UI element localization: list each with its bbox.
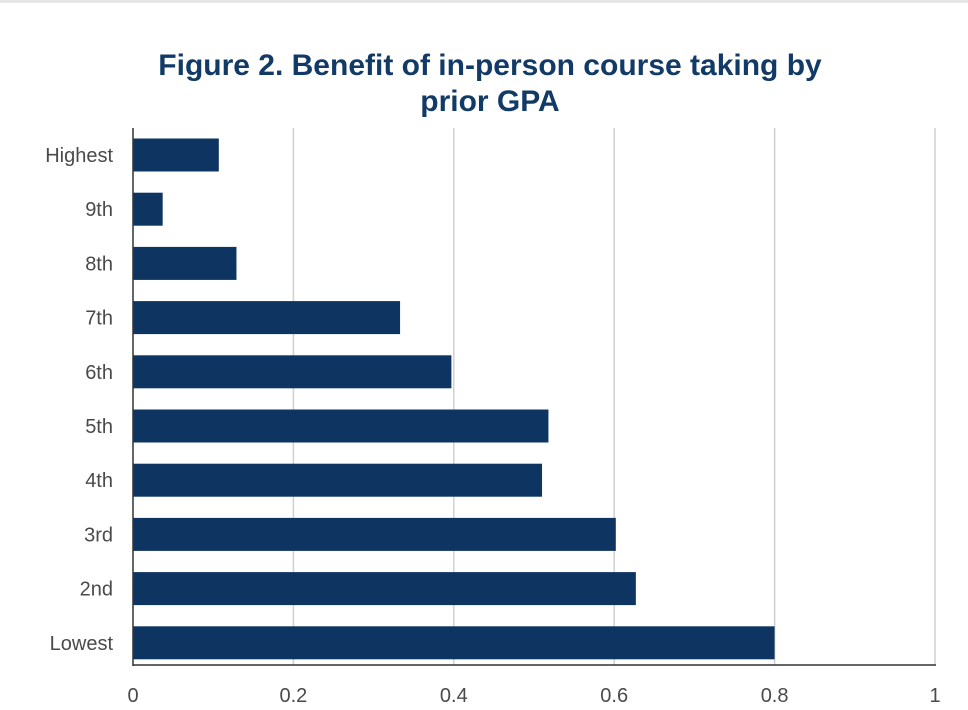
category-labels: Highest 9th 8th 7th 6th 5th 4th 3rd 2nd Lowest (45, 145, 113, 655)
bar-9th (133, 192, 163, 226)
bar-7th (133, 301, 401, 335)
bar-2nd (133, 572, 636, 606)
x-tick-label-3: 0.6 (600, 685, 628, 707)
chart-title-line-1: Figure 2. Benefit of in-person course ta… (158, 49, 822, 82)
category-label-lowest: Lowest (50, 633, 114, 655)
bars (133, 138, 775, 660)
x-tick-label-5: 1 (929, 685, 940, 707)
bar-3rd (133, 517, 616, 551)
x-tick-label-2: 0.4 (440, 685, 468, 707)
x-tick-label-1: 0.2 (279, 685, 307, 707)
bar-4th (133, 463, 543, 497)
chart-title: Figure 2. Benefit of in-person course ta… (0, 48, 968, 120)
x-tick-label-0: 0 (127, 685, 138, 707)
bar-highest (133, 138, 219, 172)
category-label-8th: 8th (85, 253, 113, 275)
category-label-7th: 7th (85, 308, 113, 330)
category-label-2nd: 2nd (80, 579, 113, 601)
chart-title-line-2: prior GPA (420, 85, 560, 118)
bar-8th (133, 246, 237, 280)
category-label-5th: 5th (85, 416, 113, 438)
category-label-highest: Highest (45, 145, 113, 167)
x-tick-labels: 0 0.2 0.4 0.6 0.8 1 (127, 685, 940, 707)
bar-6th (133, 355, 452, 389)
bar-5th (133, 409, 549, 443)
bar-lowest (133, 626, 775, 660)
category-label-4th: 4th (85, 470, 113, 492)
top-border (0, 0, 968, 3)
axes (132, 128, 936, 666)
category-label-9th: 9th (85, 199, 113, 221)
x-tick-label-4: 0.8 (761, 685, 789, 707)
category-label-6th: 6th (85, 362, 113, 384)
category-label-3rd: 3rd (84, 524, 113, 546)
